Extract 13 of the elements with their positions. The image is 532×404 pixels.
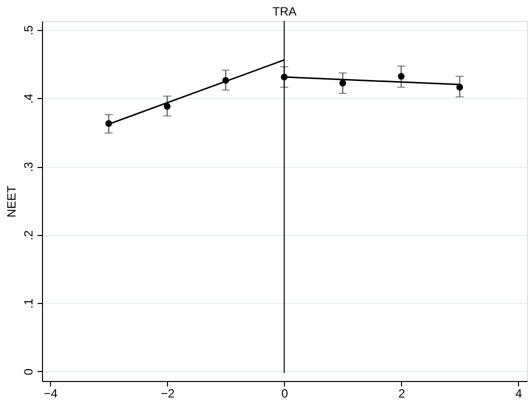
x-tick-label: −4 (44, 386, 58, 400)
x-tick-label: 2 (398, 386, 406, 400)
y-tick-label: .4 (22, 93, 36, 104)
x-tick-label: 4 (515, 386, 522, 400)
y-tick-label: .5 (22, 25, 36, 36)
y-axis-title: NEET (4, 184, 18, 218)
y-tick-label: .3 (22, 162, 36, 172)
y-tick-label: .2 (22, 230, 36, 240)
x-tick-label: −2 (160, 386, 175, 400)
x-tick-label: 0 (281, 386, 288, 400)
y-tick-label: .1 (22, 298, 36, 309)
y-tick-label: 0 (22, 368, 36, 376)
chart-title: TRA (272, 4, 296, 18)
